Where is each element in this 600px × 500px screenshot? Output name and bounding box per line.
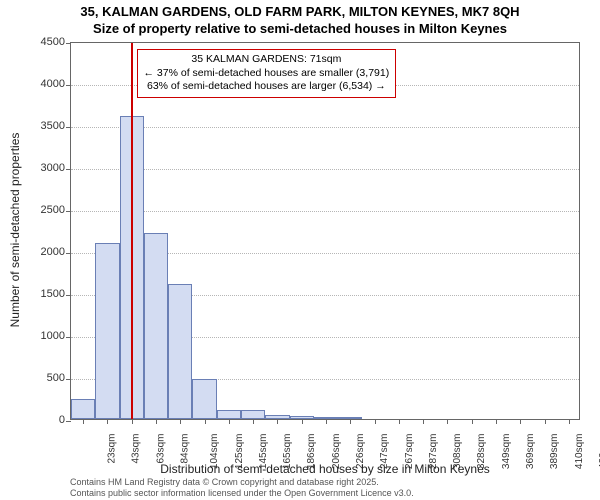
annotation-line: 63% of semi-detached houses are larger (… bbox=[144, 80, 390, 94]
bar bbox=[144, 233, 168, 419]
bar bbox=[265, 415, 289, 419]
bar bbox=[241, 410, 265, 419]
bar bbox=[168, 284, 192, 419]
histogram-chart: 35, KALMAN GARDENS, OLD FARM PARK, MILTO… bbox=[0, 0, 600, 500]
x-tick-label: 63sqm bbox=[155, 434, 166, 464]
title-line-2: Size of property relative to semi-detach… bbox=[0, 21, 600, 38]
y-tick-label: 2500 bbox=[15, 204, 65, 216]
y-tick-label: 500 bbox=[15, 372, 65, 384]
y-tick-label: 0 bbox=[15, 414, 65, 426]
y-tick-label: 3500 bbox=[15, 120, 65, 132]
bar bbox=[192, 379, 216, 419]
bar bbox=[290, 416, 314, 419]
plot-area: 35 KALMAN GARDENS: 71sqm← 37% of semi-de… bbox=[70, 42, 580, 420]
y-tick-label: 4500 bbox=[15, 36, 65, 48]
bar bbox=[217, 410, 241, 419]
footnote-line-2: Contains public sector information licen… bbox=[70, 488, 580, 498]
bar bbox=[95, 243, 119, 419]
annotation-line: ← 37% of semi-detached houses are smalle… bbox=[144, 67, 390, 81]
x-tick-label: 43sqm bbox=[131, 434, 142, 464]
footnote-line-1: Contains HM Land Registry data © Crown c… bbox=[70, 477, 580, 487]
y-tick-label: 1500 bbox=[15, 288, 65, 300]
y-tick-label: 1000 bbox=[15, 330, 65, 342]
title-line-1: 35, KALMAN GARDENS, OLD FARM PARK, MILTO… bbox=[0, 4, 600, 21]
annotation-line: 35 KALMAN GARDENS: 71sqm bbox=[144, 53, 390, 67]
footnote: Contains HM Land Registry data © Crown c… bbox=[70, 477, 580, 498]
bar bbox=[314, 417, 338, 419]
x-tick-label: 23sqm bbox=[107, 434, 118, 464]
chart-title: 35, KALMAN GARDENS, OLD FARM PARK, MILTO… bbox=[0, 4, 600, 38]
bar bbox=[338, 417, 362, 419]
y-tick-label: 4000 bbox=[15, 78, 65, 90]
bar bbox=[71, 399, 95, 419]
y-tick-label: 2000 bbox=[15, 246, 65, 258]
y-tick-label: 3000 bbox=[15, 162, 65, 174]
x-tick-label: 84sqm bbox=[180, 434, 191, 464]
x-axis-label: Distribution of semi-detached houses by … bbox=[70, 462, 580, 476]
